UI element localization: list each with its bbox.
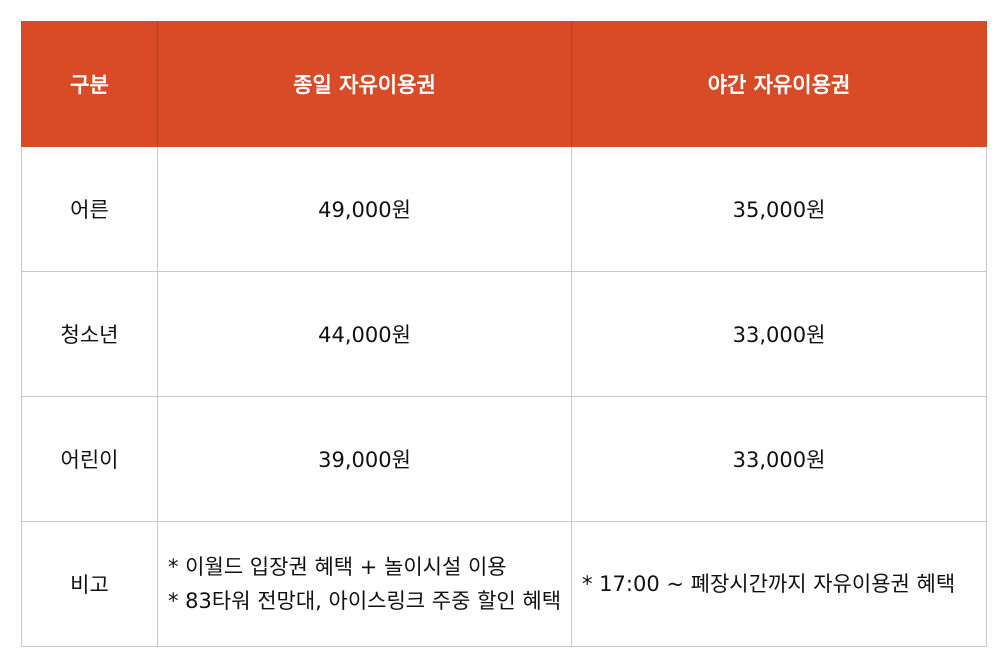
table-row-youth: 청소년 44,000원 33,000원 [21, 271, 987, 397]
night-notes: * 17:00 ~ 폐장시간까지 자유이용권 혜택 [571, 521, 987, 647]
note-line: * 17:00 ~ 폐장시간까지 자유이용권 혜택 [582, 572, 956, 596]
allday-notes: * 이월드 입장권 혜택 + 놀이시설 이용 * 83타워 전망대, 아이스링크… [157, 521, 572, 647]
note-line: * 83타워 전망대, 아이스링크 주중 할인 혜택 [168, 589, 562, 613]
notes-label: 비고 [21, 521, 158, 647]
allday-price: 49,000원 [157, 146, 572, 272]
night-price: 35,000원 [571, 146, 987, 272]
note-line: * 이월드 입장권 혜택 + 놀이시설 이용 [168, 555, 507, 579]
table-body: 어른 49,000원 35,000원 청소년 44,000원 33,000원 어… [21, 146, 987, 647]
header-category: 구분 [21, 21, 158, 147]
row-label: 청소년 [21, 271, 158, 397]
night-price: 33,000원 [571, 396, 987, 522]
ticket-price-table: 구분 종일 자유이용권 야간 자유이용권 어른 49,000원 35,000원 … [21, 21, 987, 647]
allday-price: 44,000원 [157, 271, 572, 397]
header-night-pass: 야간 자유이용권 [571, 21, 987, 147]
night-price: 33,000원 [571, 271, 987, 397]
row-label: 어린이 [21, 396, 158, 522]
table-header: 구분 종일 자유이용권 야간 자유이용권 [21, 21, 987, 147]
header-row: 구분 종일 자유이용권 야간 자유이용권 [21, 21, 987, 147]
allday-price: 39,000원 [157, 396, 572, 522]
table-row-adult: 어른 49,000원 35,000원 [21, 146, 987, 272]
table-row-notes: 비고 * 이월드 입장권 혜택 + 놀이시설 이용 * 83타워 전망대, 아이… [21, 521, 987, 647]
header-allday-pass: 종일 자유이용권 [157, 21, 572, 147]
row-label: 어른 [21, 146, 158, 272]
table-row-child: 어린이 39,000원 33,000원 [21, 396, 987, 522]
